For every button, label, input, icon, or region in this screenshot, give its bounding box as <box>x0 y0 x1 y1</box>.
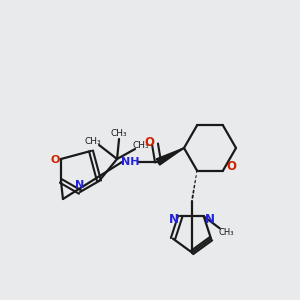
Text: CH₃: CH₃ <box>133 142 149 151</box>
Text: N: N <box>205 213 215 226</box>
Text: CH₃: CH₃ <box>85 137 101 146</box>
Text: O: O <box>144 136 154 148</box>
Text: N: N <box>169 213 179 226</box>
Text: N: N <box>75 180 85 190</box>
Text: CH₃: CH₃ <box>218 228 233 237</box>
Text: CH₃: CH₃ <box>111 128 128 137</box>
Text: NH: NH <box>121 157 139 167</box>
Text: O: O <box>226 160 236 173</box>
Polygon shape <box>156 148 184 165</box>
Text: O: O <box>50 155 60 165</box>
